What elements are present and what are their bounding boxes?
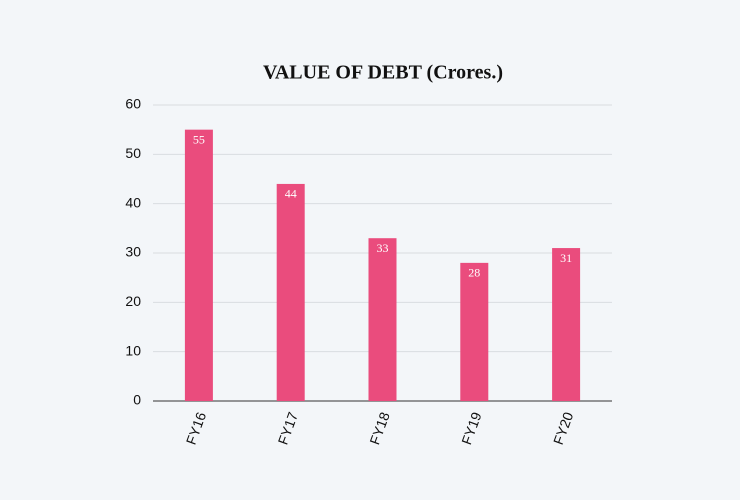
x-tick-label: FY19: [458, 410, 485, 447]
x-tick-label: FY20: [550, 410, 577, 447]
value-label: 44: [285, 187, 297, 201]
y-tick-label: 30: [125, 244, 141, 260]
bar: [460, 262, 489, 401]
x-tick-label: FY16: [183, 410, 210, 447]
y-tick-label: 10: [125, 342, 141, 358]
x-tick-label: FY17: [275, 410, 302, 447]
bar: [184, 129, 213, 401]
bar: [276, 183, 305, 401]
y-tick-label: 60: [125, 96, 141, 112]
y-tick-label: 20: [125, 293, 141, 309]
y-tick-label: 50: [125, 145, 141, 161]
bar: [368, 238, 397, 401]
x-tick-label: FY18: [366, 410, 393, 447]
value-label: 33: [377, 241, 389, 255]
value-label: 28: [468, 266, 480, 280]
y-tick-label: 0: [133, 392, 141, 408]
value-label: 55: [193, 132, 205, 146]
chart-title: VALUE OF DEBT (Crores.): [263, 62, 503, 84]
value-label: 31: [560, 251, 572, 265]
y-tick-label: 40: [125, 194, 141, 210]
bar: [552, 248, 581, 401]
